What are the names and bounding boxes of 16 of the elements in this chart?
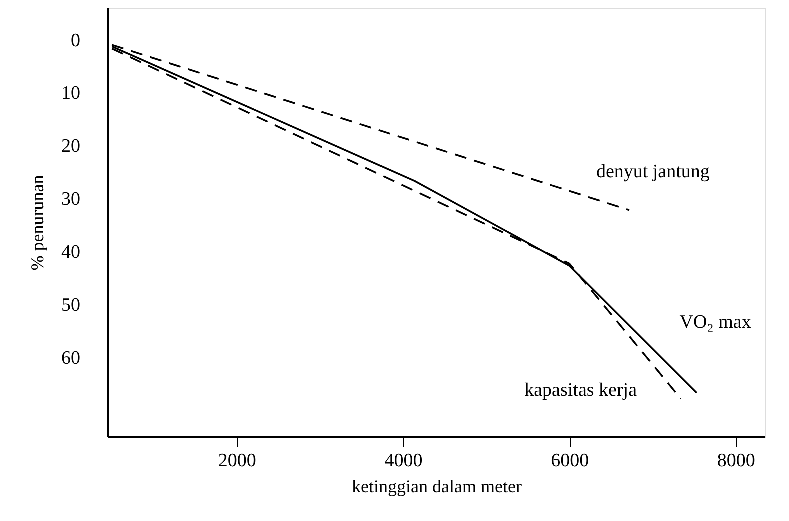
- y-tick-label: 10: [62, 83, 80, 104]
- y-tick-label: 20: [62, 136, 80, 158]
- y-axis-title: % penurunan: [28, 175, 48, 271]
- x-tick-label: 6000: [551, 450, 590, 472]
- series-label: denyut jantung: [596, 161, 710, 182]
- y-tick-label: 60: [62, 348, 80, 370]
- x-axis-title: ketinggian dalam meter: [352, 476, 522, 496]
- series-label: VO₂ max: [680, 312, 752, 334]
- x-tick-label: 2000: [218, 450, 256, 472]
- series-label: kapasitas kerja: [524, 380, 638, 401]
- x-tick-label: 8000: [717, 450, 756, 472]
- y-tick-label: 40: [62, 242, 80, 264]
- y-tick-label: 50: [62, 295, 80, 316]
- y-tick-label: 30: [62, 189, 80, 210]
- y-tick-label: 0: [71, 30, 80, 52]
- x-tick-label: 4000: [384, 450, 423, 472]
